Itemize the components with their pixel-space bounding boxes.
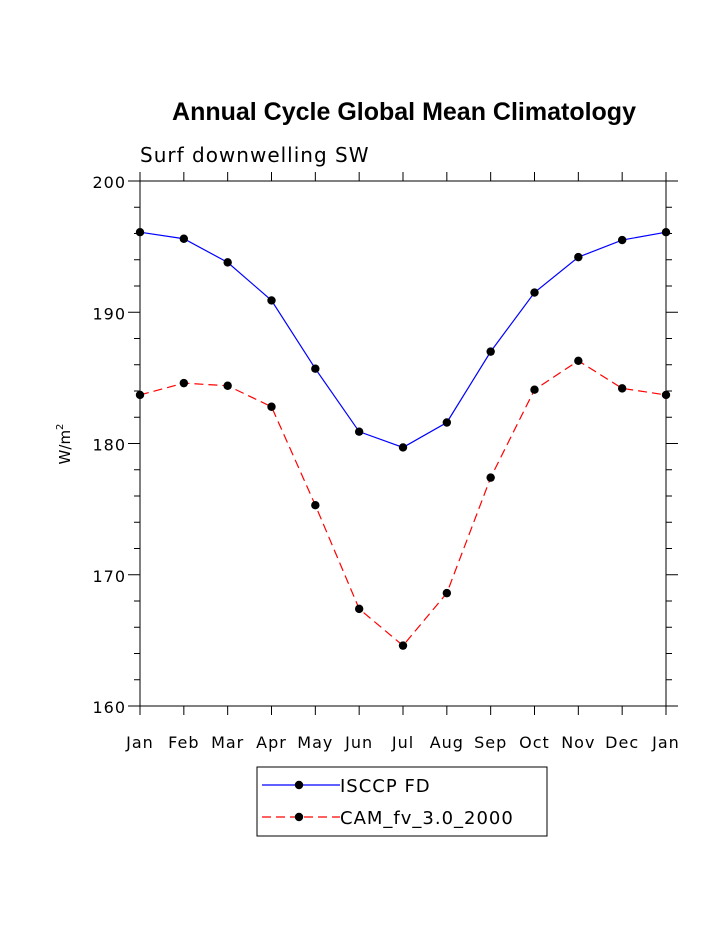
series-point <box>179 378 189 388</box>
series-point <box>398 443 408 452</box>
x-tick-label: Mar <box>211 733 244 752</box>
series-point <box>354 604 364 614</box>
legend: ISCCP FD CAM_fv_3.0_2000 <box>256 766 548 837</box>
legend-label-isccp-fd: ISCCP FD <box>340 776 431 797</box>
chart-title: Annual Cycle Global Mean Climatology <box>172 98 636 126</box>
series-point <box>311 500 320 510</box>
x-tick-label: Dec <box>605 733 639 752</box>
x-tick-label: Oct <box>519 733 550 752</box>
y-axis-label-superscript: 2 <box>55 424 66 430</box>
series-point <box>135 227 145 237</box>
series-point <box>223 258 232 267</box>
series-point <box>223 381 232 390</box>
series-point <box>354 427 364 436</box>
axis-ticks <box>128 172 678 715</box>
x-tick-label: Sep <box>474 733 507 752</box>
y-axis-label: W/m2 <box>55 424 74 465</box>
y-tick-label: 160 <box>92 698 126 717</box>
series-point <box>135 390 145 400</box>
series-point <box>442 588 452 598</box>
series-point <box>617 235 627 245</box>
x-tick-label: Jan <box>125 733 154 752</box>
series-point <box>398 641 408 650</box>
x-tick-label: Jan <box>651 733 680 752</box>
series-point <box>486 473 495 482</box>
x-tick-label: Aug <box>430 733 464 752</box>
series-point <box>574 356 583 366</box>
x-tick-label: Nov <box>561 733 595 752</box>
series-point <box>179 234 189 243</box>
axis-tick-labels: Jan Feb Mar Apr May Jun Jul Aug Sep Oct Nov Dec Jan 1… <box>92 173 680 752</box>
series-point <box>442 418 452 427</box>
x-tick-label: Apr <box>256 733 287 752</box>
x-tick-label: Feb <box>168 733 199 752</box>
svg-text:W/m2: W/m2 <box>55 424 74 465</box>
y-tick-label: 190 <box>92 304 126 323</box>
chart-subtitle: Surf downwelling SW <box>140 143 370 167</box>
series-point <box>530 288 539 297</box>
legend-label-cam-fv: CAM_fv_3.0_2000 <box>340 808 514 829</box>
series-point <box>530 385 539 394</box>
series-point <box>661 227 671 237</box>
series-line <box>139 231 667 449</box>
series-point <box>267 296 276 305</box>
x-tick-label: Jun <box>344 733 373 752</box>
y-tick-label: 170 <box>92 567 126 586</box>
series-point <box>486 347 495 356</box>
series-point <box>617 384 627 393</box>
series-layer <box>135 227 671 650</box>
series-point <box>267 402 276 411</box>
series-line <box>139 360 667 647</box>
legend-marker-cam-fv <box>294 812 304 822</box>
x-tick-label: Jul <box>391 733 414 752</box>
y-tick-label: 180 <box>92 436 126 455</box>
x-tick-label: May <box>297 733 333 752</box>
series-point <box>311 364 320 373</box>
legend-marker-isccp-fd <box>294 780 304 790</box>
series-point <box>661 390 671 400</box>
y-tick-label: 200 <box>92 173 126 192</box>
y-axis-label-text: W/m <box>56 430 74 465</box>
legend-box <box>256 766 548 837</box>
series-point <box>574 252 583 262</box>
